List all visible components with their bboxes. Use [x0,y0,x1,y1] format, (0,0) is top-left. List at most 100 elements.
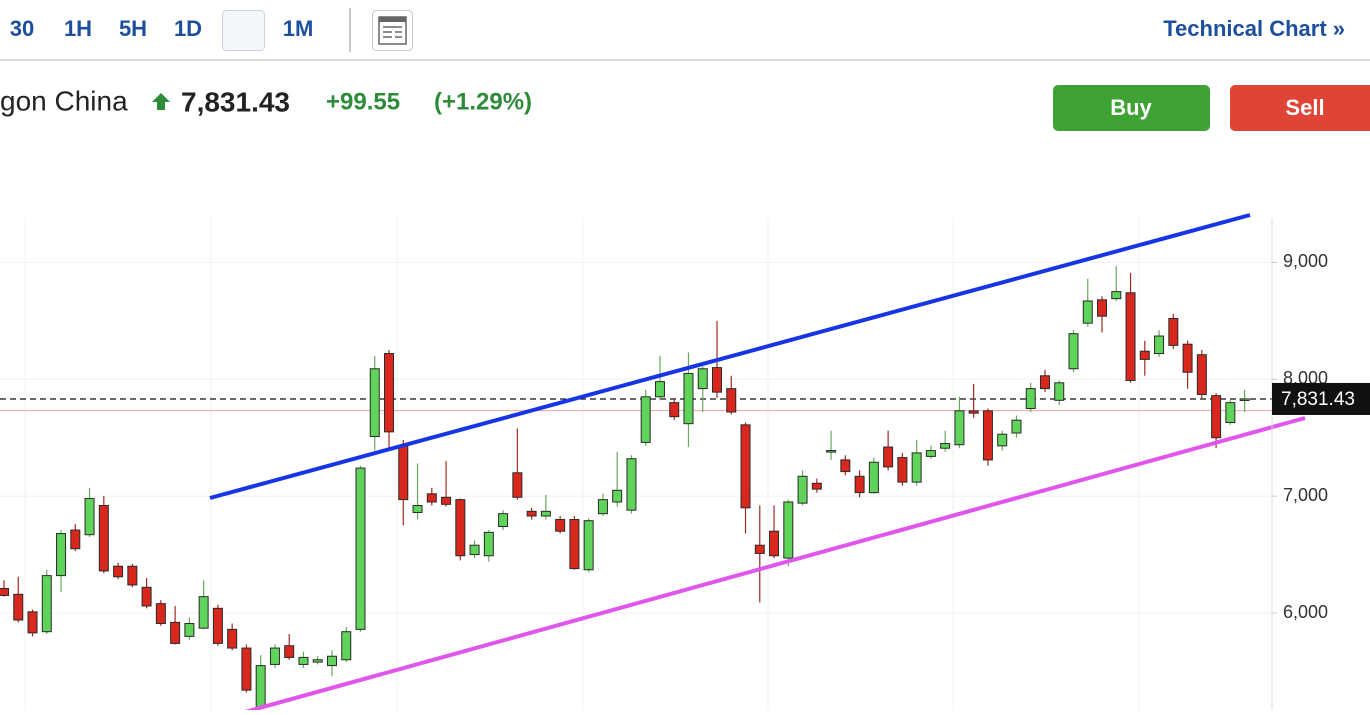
candle-body [783,501,794,559]
candle-body [840,459,851,473]
candle-body [712,367,722,393]
candle-body [241,647,252,691]
candle-body [1068,333,1079,370]
candle-body [398,445,409,501]
candle-body [811,482,822,490]
candle-body [512,472,523,498]
candle-body [954,410,965,446]
candle-body [697,368,708,390]
candle-body [654,381,665,398]
candle-body [1239,398,1250,401]
candle-body [1097,299,1108,317]
trend-line-lower [244,416,1306,714]
candle-body [797,475,808,504]
candle-body [769,530,780,557]
candle-body [1154,335,1165,355]
interval-button[interactable]: 1M [283,16,314,41]
candle-body [155,603,166,625]
instrument-name: gon China [0,85,128,116]
y-tick-label: 7,000 [1283,485,1328,505]
candle-body [369,368,380,438]
candle-body [312,659,323,663]
candle-body [113,565,124,578]
candle-body [1039,375,1050,390]
candles [0,265,1250,710]
buy-button[interactable] [1053,85,1210,131]
candle-body [341,631,352,661]
y-tick-label: 9,000 [1283,251,1328,271]
candle-body [982,410,993,461]
candle-body [212,607,223,644]
trend-line-upper [209,213,1251,500]
candle-body [555,519,566,532]
candle-body [184,623,195,637]
candle-body [1139,350,1150,360]
candle-body [597,499,608,515]
candle-body [1168,318,1179,346]
technical-chart-link[interactable]: Technical Chart » [1163,16,1345,41]
candle-body [1025,388,1036,409]
candle-body [569,519,580,570]
candle-body [326,655,337,667]
candle-body [883,446,894,468]
candle-body [483,531,494,557]
sell-button[interactable] [1230,85,1370,131]
selected-interval-box [222,10,265,51]
up-arrow [152,93,170,110]
change-percent: (+1.29%) [434,88,532,115]
candle-body [526,510,537,517]
candle-body [355,467,366,630]
sell-label[interactable]: Sell [1285,95,1324,120]
candle-body [426,493,437,503]
interval-button[interactable]: 5H [119,16,147,41]
candle-body [441,496,452,505]
interval-button[interactable]: 1H [64,16,92,41]
layout-icon[interactable] [372,10,413,51]
candle-body [384,353,395,433]
candle-body [1011,419,1022,434]
candle-body [1082,300,1093,324]
buy-label[interactable]: Buy [1110,95,1152,120]
candle-body [498,513,509,528]
candle-body [13,593,24,621]
candle-body [227,628,238,649]
candle-body [683,372,694,425]
candle-body [269,647,280,665]
candle-body [925,450,936,457]
candle-body [255,665,266,709]
candle-body [1125,292,1136,381]
candle-body [1196,354,1207,395]
candle-body [1225,402,1236,424]
candle-body [726,388,737,413]
candle-body [70,529,81,550]
candle-body [198,596,209,629]
candle-body [455,499,466,557]
candle-body [1182,343,1193,373]
candle-body [469,544,480,556]
candle-body [968,410,979,414]
candle-body [98,504,109,572]
candle-body [940,443,951,449]
change: +99.55 [326,88,400,115]
candle-body [0,587,9,596]
interval-button[interactable]: 1D [174,16,202,41]
candle-body [1054,382,1065,401]
price: 7,831.43 [181,86,290,117]
candle-body [911,452,922,483]
reference-lines [0,398,1272,412]
candle-body [1211,395,1222,439]
candle-body [84,497,95,536]
candle-body [298,656,309,665]
candle-body [141,586,152,607]
candle-body [626,458,637,511]
candle-body [640,396,651,443]
last-price-label: 7,831.43 [1281,389,1355,410]
interval-button[interactable]: 30 [10,16,34,41]
candle-body [826,450,837,453]
candle-body [284,645,295,658]
candle-body [56,533,67,577]
candle-body [997,433,1008,447]
